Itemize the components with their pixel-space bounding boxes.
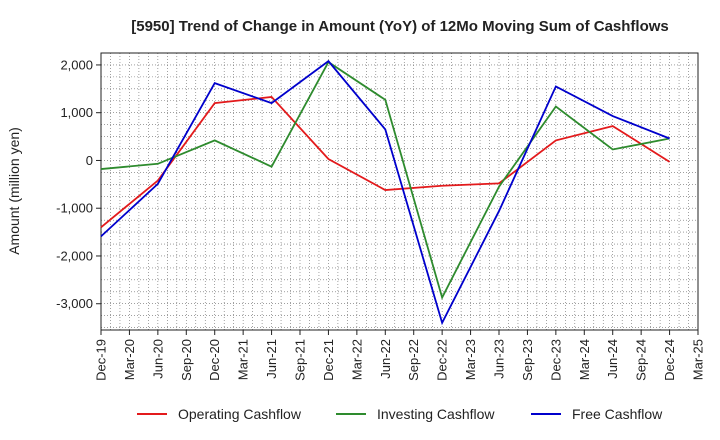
series-line-investing-cashflow: [100, 60, 670, 300]
x-axis: Dec-19 Mar-20 Jun-20 Sep-20 Dec-20 Mar-21 Jun-…: [94, 330, 706, 381]
x-tick-label: Mar-22: [349, 339, 364, 380]
legend-label-investing-cashflow: Investing Cashflow: [377, 406, 495, 422]
x-tick-label: Mar-21: [236, 339, 251, 380]
x-tick-label: Jun-20: [150, 339, 165, 379]
series-line-operating-cashflow: [100, 95, 671, 229]
x-tick-label: Dec-24: [662, 339, 677, 381]
x-tick-label: Jun-23: [492, 339, 507, 379]
y-tick-label: -1,000: [56, 201, 93, 216]
x-tick-label: Dec-23: [548, 339, 563, 381]
y-tick-label: 0: [86, 153, 93, 168]
chart-title: [5950] Trend of Change in Amount (YoY) o…: [131, 18, 669, 35]
y-axis: 2,000 1,000 0 -1,000 -2,000 -3,000: [56, 57, 101, 311]
series-lines: [100, 59, 671, 326]
y-tick-label: -3,000: [56, 296, 93, 311]
x-tick-label: Mar-23: [463, 339, 478, 380]
x-tick-label: Jun-21: [264, 339, 279, 379]
legend-label-operating-cashflow: Operating Cashflow: [178, 406, 302, 422]
y-tick-label: 2,000: [60, 57, 93, 72]
x-tick-label: Sep-23: [520, 339, 535, 381]
plot-frame: [100, 52, 699, 331]
x-tick-label: Sep-20: [179, 339, 194, 381]
x-tick-label: Dec-22: [435, 339, 450, 381]
x-tick-label: Mar-24: [577, 339, 592, 380]
x-tick-label: Sep-24: [634, 339, 649, 381]
x-tick-label: Dec-20: [207, 339, 222, 381]
x-tick-label: Mar-25: [691, 339, 706, 380]
legend: Operating Cashflow Investing Cashflow Free…: [137, 406, 663, 422]
legend-label-free-cashflow: Free Cashflow: [572, 406, 663, 422]
y-axis-label: Amount (million yen): [6, 127, 22, 255]
x-tick-label: Dec-19: [94, 339, 109, 381]
x-tick-label: Sep-21: [293, 339, 308, 381]
grid: [100, 53, 699, 330]
x-tick-label: Jun-24: [605, 339, 620, 379]
x-tick-label: Dec-21: [321, 339, 336, 381]
y-tick-label: 1,000: [60, 105, 93, 120]
x-tick-label: Mar-20: [122, 339, 137, 380]
series-line-free-cashflow: [100, 59, 670, 326]
x-tick-label: Jun-22: [378, 339, 393, 379]
x-tick-label: Sep-22: [406, 339, 421, 381]
y-tick-label: -2,000: [56, 248, 93, 263]
